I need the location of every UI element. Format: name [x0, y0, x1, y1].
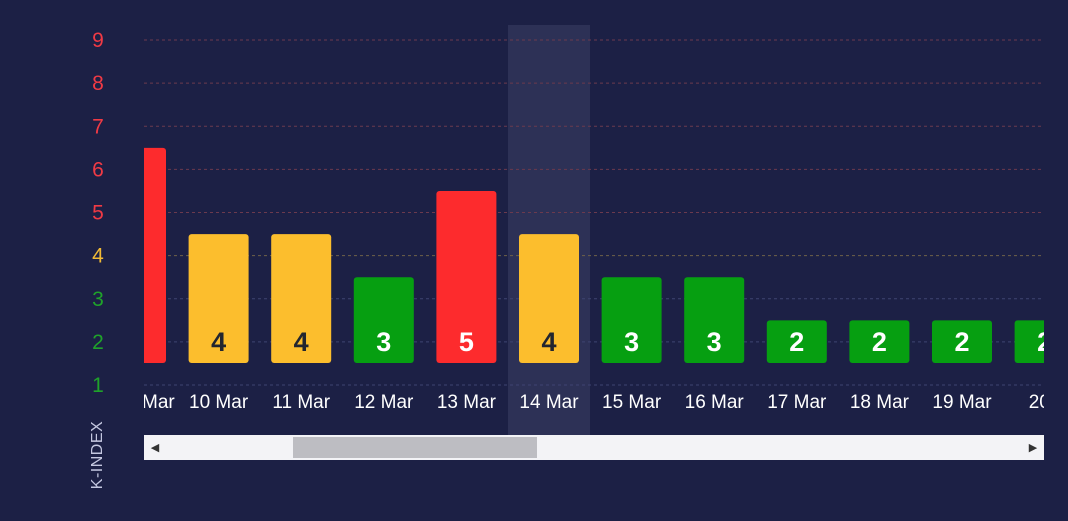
bar-value-label: 4 — [294, 327, 309, 357]
y-tick-label: 4 — [92, 245, 104, 268]
bar — [766, 320, 827, 363]
y-tick-label: 6 — [92, 158, 104, 181]
x-tick-label: 16 Mar — [685, 392, 745, 413]
bar-value-label: 2 — [872, 327, 887, 357]
bar-value-label: 4 — [541, 327, 556, 357]
bar — [849, 320, 910, 363]
x-tick-label: 10 Mar — [189, 392, 249, 413]
bar-value-label: 4 — [211, 327, 226, 357]
x-tick-label: Mar — [142, 392, 175, 413]
bar-value-label: 2 — [954, 327, 969, 357]
bar — [519, 234, 579, 363]
bar-value-label: 5 — [459, 327, 474, 357]
bar-value-label: 3 — [707, 327, 722, 357]
y-tick-label: 5 — [92, 202, 104, 225]
y-tick-label: 9 — [92, 29, 104, 52]
x-tick-label: 18 Mar — [850, 392, 910, 413]
x-tick-label: 12 Mar — [354, 392, 414, 413]
bar — [684, 277, 745, 363]
bar — [271, 234, 332, 363]
bar — [1014, 320, 1044, 363]
bar — [601, 277, 662, 363]
x-tick-label: 13 Mar — [437, 392, 497, 413]
scrollbar-thumb[interactable] — [293, 437, 537, 458]
y-tick-label: 8 — [92, 72, 104, 95]
x-tick-label: 17 Mar — [767, 392, 827, 413]
x-tick-label: 14 Mar — [519, 392, 579, 413]
bar — [353, 277, 414, 363]
y-axis-title: K-INDEX — [89, 420, 106, 490]
x-tick-label: 15 Mar — [602, 392, 662, 413]
horizontal-scrollbar[interactable]: ◀ ▶ — [144, 435, 1044, 460]
bars-group: Mar 4 10 Mar 4 11 Mar 3 12 Mar 5 13 Mar 4 14 Mar 3 1… — [142, 147, 1061, 413]
bar — [436, 190, 497, 363]
bar — [144, 147, 166, 363]
bar-value-label: 3 — [624, 327, 639, 357]
bar-value-label: 2 — [1037, 327, 1052, 357]
bar-value-label: 2 — [789, 327, 804, 357]
y-tick-label: 3 — [92, 288, 104, 311]
y-tick-label: 7 — [92, 115, 104, 138]
x-tick-label: 20 I — [1029, 392, 1061, 413]
x-tick-label: 11 Mar — [272, 392, 330, 413]
highlighted-column — [508, 25, 590, 435]
y-tick-label: 2 — [92, 331, 104, 354]
x-tick-label: 19 Mar — [932, 392, 992, 413]
bar — [932, 320, 992, 363]
scroll-right-arrow-icon[interactable]: ▶ — [1028, 442, 1038, 454]
bar-value-label: 3 — [376, 327, 391, 357]
y-tick-label: 1 — [92, 374, 104, 397]
bar — [188, 234, 249, 363]
scroll-left-arrow-icon[interactable]: ◀ — [150, 442, 160, 454]
